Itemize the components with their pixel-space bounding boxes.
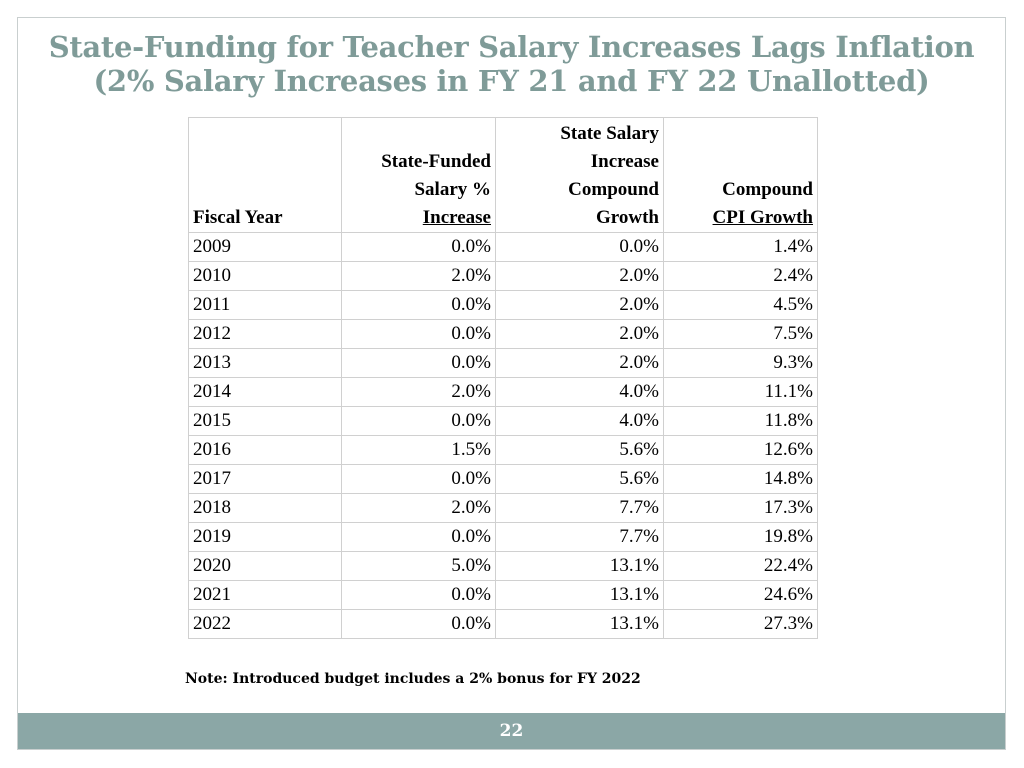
cell-compound-growth: 2.0% [495, 319, 664, 349]
header-state-funded-line3: Increase [422, 207, 491, 228]
cell-fiscal-year: 2014 [188, 377, 342, 407]
header-cpi-line1: Compound [722, 179, 813, 200]
cell-state-funded: 0.0% [341, 609, 496, 639]
cell-state-funded: 0.0% [341, 522, 496, 552]
cell-fiscal-year: 2013 [188, 348, 342, 378]
header-compound-line2: Increase [590, 151, 659, 172]
cell-compound-growth: 5.6% [495, 464, 664, 494]
header-cpi-line2: CPI Growth [712, 207, 813, 228]
cell-fiscal-year: 2011 [188, 290, 342, 320]
cell-compound-growth: 4.0% [495, 377, 664, 407]
cell-fiscal-year: 2019 [188, 522, 342, 552]
cell-fiscal-year: 2015 [188, 406, 342, 436]
slide-title: State-Funding for Teacher Salary Increas… [18, 30, 1005, 98]
cell-state-funded: 0.0% [341, 290, 496, 320]
table-row: 2018 2.0% 7.7% 17.3% [188, 493, 818, 523]
header-compound-line3: Compound [568, 179, 659, 200]
cell-compound-growth: 5.6% [495, 435, 664, 465]
cell-cpi-growth: 12.6% [663, 435, 818, 465]
cell-compound-growth: 4.0% [495, 406, 664, 436]
header-state-funded-line1: State-Funded [381, 151, 491, 172]
table-row: 2022 0.0% 13.1% 27.3% [188, 609, 818, 639]
header-fiscal-year-label: Fiscal Year [193, 207, 283, 228]
salary-table: Fiscal Year State-Funded Salary % Increa… [188, 117, 818, 639]
table-row: 2021 0.0% 13.1% 24.6% [188, 580, 818, 610]
table-row: 2009 0.0% 0.0% 1.4% [188, 232, 818, 262]
cell-compound-growth: 7.7% [495, 493, 664, 523]
cell-state-funded: 0.0% [341, 464, 496, 494]
cell-fiscal-year: 2017 [188, 464, 342, 494]
cell-fiscal-year: 2012 [188, 319, 342, 349]
title-line-1: State-Funding for Teacher Salary Increas… [48, 30, 975, 64]
table-row: 2012 0.0% 2.0% 7.5% [188, 319, 818, 349]
cell-fiscal-year: 2021 [188, 580, 342, 610]
cell-fiscal-year: 2010 [188, 261, 342, 291]
header-compound-line4: Growth [596, 207, 659, 228]
cell-cpi-growth: 27.3% [663, 609, 818, 639]
cell-compound-growth: 13.1% [495, 551, 664, 581]
cell-state-funded: 0.0% [341, 348, 496, 378]
header-compound-line1: State Salary [560, 123, 659, 144]
title-line-2: (2% Salary Increases in FY 21 and FY 22 … [93, 64, 930, 98]
cell-compound-growth: 13.1% [495, 580, 664, 610]
cell-cpi-growth: 11.8% [663, 406, 818, 436]
header-compound-growth: State Salary Increase Compound Growth [495, 117, 664, 233]
cell-fiscal-year: 2009 [188, 232, 342, 262]
cell-state-funded: 0.0% [341, 319, 496, 349]
page-number: 22 [499, 721, 524, 741]
cell-compound-growth: 2.0% [495, 290, 664, 320]
cell-compound-growth: 13.1% [495, 609, 664, 639]
cell-cpi-growth: 11.1% [663, 377, 818, 407]
table-header-row: Fiscal Year State-Funded Salary % Increa… [188, 117, 818, 233]
cell-state-funded: 1.5% [341, 435, 496, 465]
header-state-funded: State-Funded Salary % Increase [341, 117, 496, 233]
footer-bar: 22 [18, 713, 1005, 749]
cell-cpi-growth: 14.8% [663, 464, 818, 494]
cell-cpi-growth: 9.3% [663, 348, 818, 378]
cell-cpi-growth: 17.3% [663, 493, 818, 523]
cell-cpi-growth: 4.5% [663, 290, 818, 320]
table-row: 2016 1.5% 5.6% 12.6% [188, 435, 818, 465]
cell-cpi-growth: 1.4% [663, 232, 818, 262]
table-row: 2019 0.0% 7.7% 19.8% [188, 522, 818, 552]
cell-state-funded: 0.0% [341, 580, 496, 610]
cell-state-funded: 0.0% [341, 232, 496, 262]
cell-fiscal-year: 2016 [188, 435, 342, 465]
header-state-funded-line2: Salary % [414, 179, 491, 200]
table-row: 2010 2.0% 2.0% 2.4% [188, 261, 818, 291]
cell-state-funded: 0.0% [341, 406, 496, 436]
table-row: 2011 0.0% 2.0% 4.5% [188, 290, 818, 320]
cell-cpi-growth: 24.6% [663, 580, 818, 610]
table-row: 2020 5.0% 13.1% 22.4% [188, 551, 818, 581]
cell-fiscal-year: 2018 [188, 493, 342, 523]
table-row: 2013 0.0% 2.0% 9.3% [188, 348, 818, 378]
table-row: 2014 2.0% 4.0% 11.1% [188, 377, 818, 407]
header-cpi-growth: Compound CPI Growth [663, 117, 818, 233]
cell-cpi-growth: 22.4% [663, 551, 818, 581]
cell-cpi-growth: 7.5% [663, 319, 818, 349]
cell-state-funded: 5.0% [341, 551, 496, 581]
header-fiscal-year: Fiscal Year [188, 117, 342, 233]
cell-fiscal-year: 2022 [188, 609, 342, 639]
cell-compound-growth: 0.0% [495, 232, 664, 262]
cell-compound-growth: 2.0% [495, 261, 664, 291]
table-body: 2009 0.0% 0.0% 1.4% 2010 2.0% 2.0% 2.4% 2011 0.0%… [188, 232, 818, 639]
cell-state-funded: 2.0% [341, 377, 496, 407]
cell-compound-growth: 7.7% [495, 522, 664, 552]
cell-cpi-growth: 2.4% [663, 261, 818, 291]
cell-state-funded: 2.0% [341, 493, 496, 523]
slide: State-Funding for Teacher Salary Increas… [17, 17, 1006, 750]
budget-note: Note: Introduced budget includes a 2% bo… [185, 671, 641, 687]
cell-compound-growth: 2.0% [495, 348, 664, 378]
cell-fiscal-year: 2020 [188, 551, 342, 581]
cell-cpi-growth: 19.8% [663, 522, 818, 552]
table-row: 2017 0.0% 5.6% 14.8% [188, 464, 818, 494]
table-row: 2015 0.0% 4.0% 11.8% [188, 406, 818, 436]
cell-state-funded: 2.0% [341, 261, 496, 291]
